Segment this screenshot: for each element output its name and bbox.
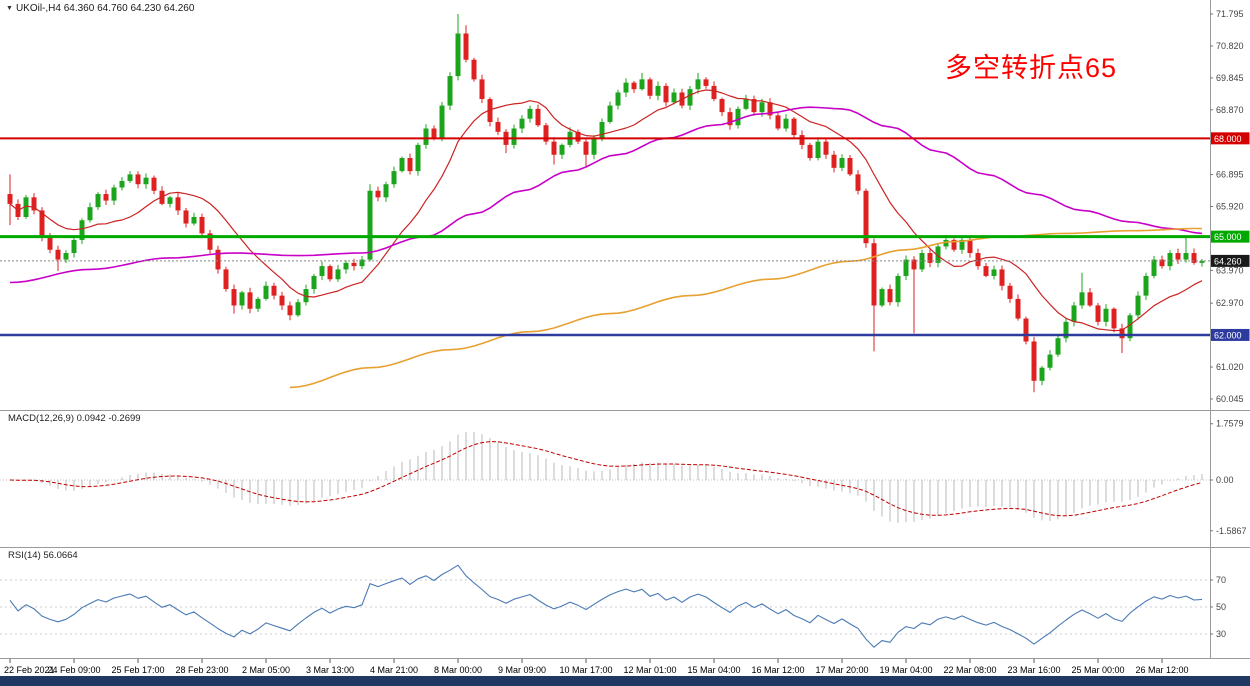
svg-text:0.00: 0.00 xyxy=(1216,475,1234,485)
svg-text:2 Mar 05:00: 2 Mar 05:00 xyxy=(242,665,290,675)
candles-layer xyxy=(7,14,1205,393)
svg-text:3 Mar 13:00: 3 Mar 13:00 xyxy=(306,665,354,675)
svg-text:62.970: 62.970 xyxy=(1216,298,1244,308)
svg-text:15 Mar 04:00: 15 Mar 04:00 xyxy=(687,665,740,675)
svg-text:12 Mar 01:00: 12 Mar 01:00 xyxy=(623,665,676,675)
svg-text:10 Mar 17:00: 10 Mar 17:00 xyxy=(559,665,612,675)
symbol-ohlc-text: UKOil-,H4 64.360 64.760 64.230 64.260 xyxy=(15,3,195,14)
svg-text:30: 30 xyxy=(1216,629,1226,639)
svg-text:25 Mar 00:00: 25 Mar 00:00 xyxy=(1071,665,1124,675)
horizontal-lines-layer: 68.000 65.000 62.000 64.260 xyxy=(0,132,1250,341)
svg-text:9 Mar 09:00: 9 Mar 09:00 xyxy=(498,665,546,675)
svg-text:17 Mar 20:00: 17 Mar 20:00 xyxy=(815,665,868,675)
svg-text:26 Mar 12:00: 26 Mar 12:00 xyxy=(1135,665,1188,675)
svg-text:65.000: 65.000 xyxy=(1214,232,1242,242)
svg-text:66.895: 66.895 xyxy=(1216,170,1244,180)
moving-averages-layer xyxy=(9,89,1203,389)
svg-text:8 Mar 00:00: 8 Mar 00:00 xyxy=(434,665,482,675)
svg-text:70: 70 xyxy=(1216,575,1226,585)
svg-text:65.920: 65.920 xyxy=(1216,202,1244,212)
bottom-bar xyxy=(0,676,1250,686)
symbol-info: ▼ UKOil-,H4 64.360 64.760 64.230 64.260 xyxy=(6,3,194,14)
svg-text:64.260: 64.260 xyxy=(1214,256,1242,266)
svg-text:22 Feb 2021: 22 Feb 2021 xyxy=(4,665,55,675)
svg-text:4 Mar 21:00: 4 Mar 21:00 xyxy=(370,665,418,675)
svg-text:70.820: 70.820 xyxy=(1216,41,1244,51)
price-axis: 71.795 70.820 69.845 68.870 66.895 65.920 63.9… xyxy=(1210,0,1244,658)
collapse-triangle-icon[interactable]: ▼ xyxy=(6,5,13,12)
svg-text:50: 50 xyxy=(1216,602,1226,612)
svg-text:68.000: 68.000 xyxy=(1214,134,1242,144)
svg-text:19 Mar 04:00: 19 Mar 04:00 xyxy=(879,665,932,675)
svg-text:-1.5867: -1.5867 xyxy=(1216,526,1247,536)
svg-text:63.970: 63.970 xyxy=(1216,265,1244,275)
rsi-panel: 70 50 30 xyxy=(0,564,1226,648)
rsi-indicator-label: RSI(14) 56.0664 xyxy=(8,550,78,561)
svg-text:16 Mar 12:00: 16 Mar 12:00 xyxy=(751,665,804,675)
svg-text:28 Feb 23:00: 28 Feb 23:00 xyxy=(175,665,228,675)
svg-text:25 Feb 17:00: 25 Feb 17:00 xyxy=(111,665,164,675)
svg-text:23 Mar 16:00: 23 Mar 16:00 xyxy=(1007,665,1060,675)
macd-panel: 1.7579 0.00 -1.5867 xyxy=(0,419,1247,536)
macd-indicator-label: MACD(12,26,9) 0.0942 -0.2699 xyxy=(8,413,141,424)
svg-text:62.000: 62.000 xyxy=(1214,330,1242,340)
svg-text:68.870: 68.870 xyxy=(1216,105,1244,115)
svg-text:60.045: 60.045 xyxy=(1216,394,1244,404)
svg-text:71.795: 71.795 xyxy=(1216,9,1244,19)
svg-text:24 Feb 09:00: 24 Feb 09:00 xyxy=(47,665,100,675)
panel-separators xyxy=(0,410,1250,659)
svg-text:61.020: 61.020 xyxy=(1216,362,1244,372)
svg-text:22 Mar 08:00: 22 Mar 08:00 xyxy=(943,665,996,675)
chart-annotation: 多空转折点65 xyxy=(945,53,1118,83)
svg-text:1.7579: 1.7579 xyxy=(1216,419,1244,429)
svg-text:69.845: 69.845 xyxy=(1216,73,1244,83)
